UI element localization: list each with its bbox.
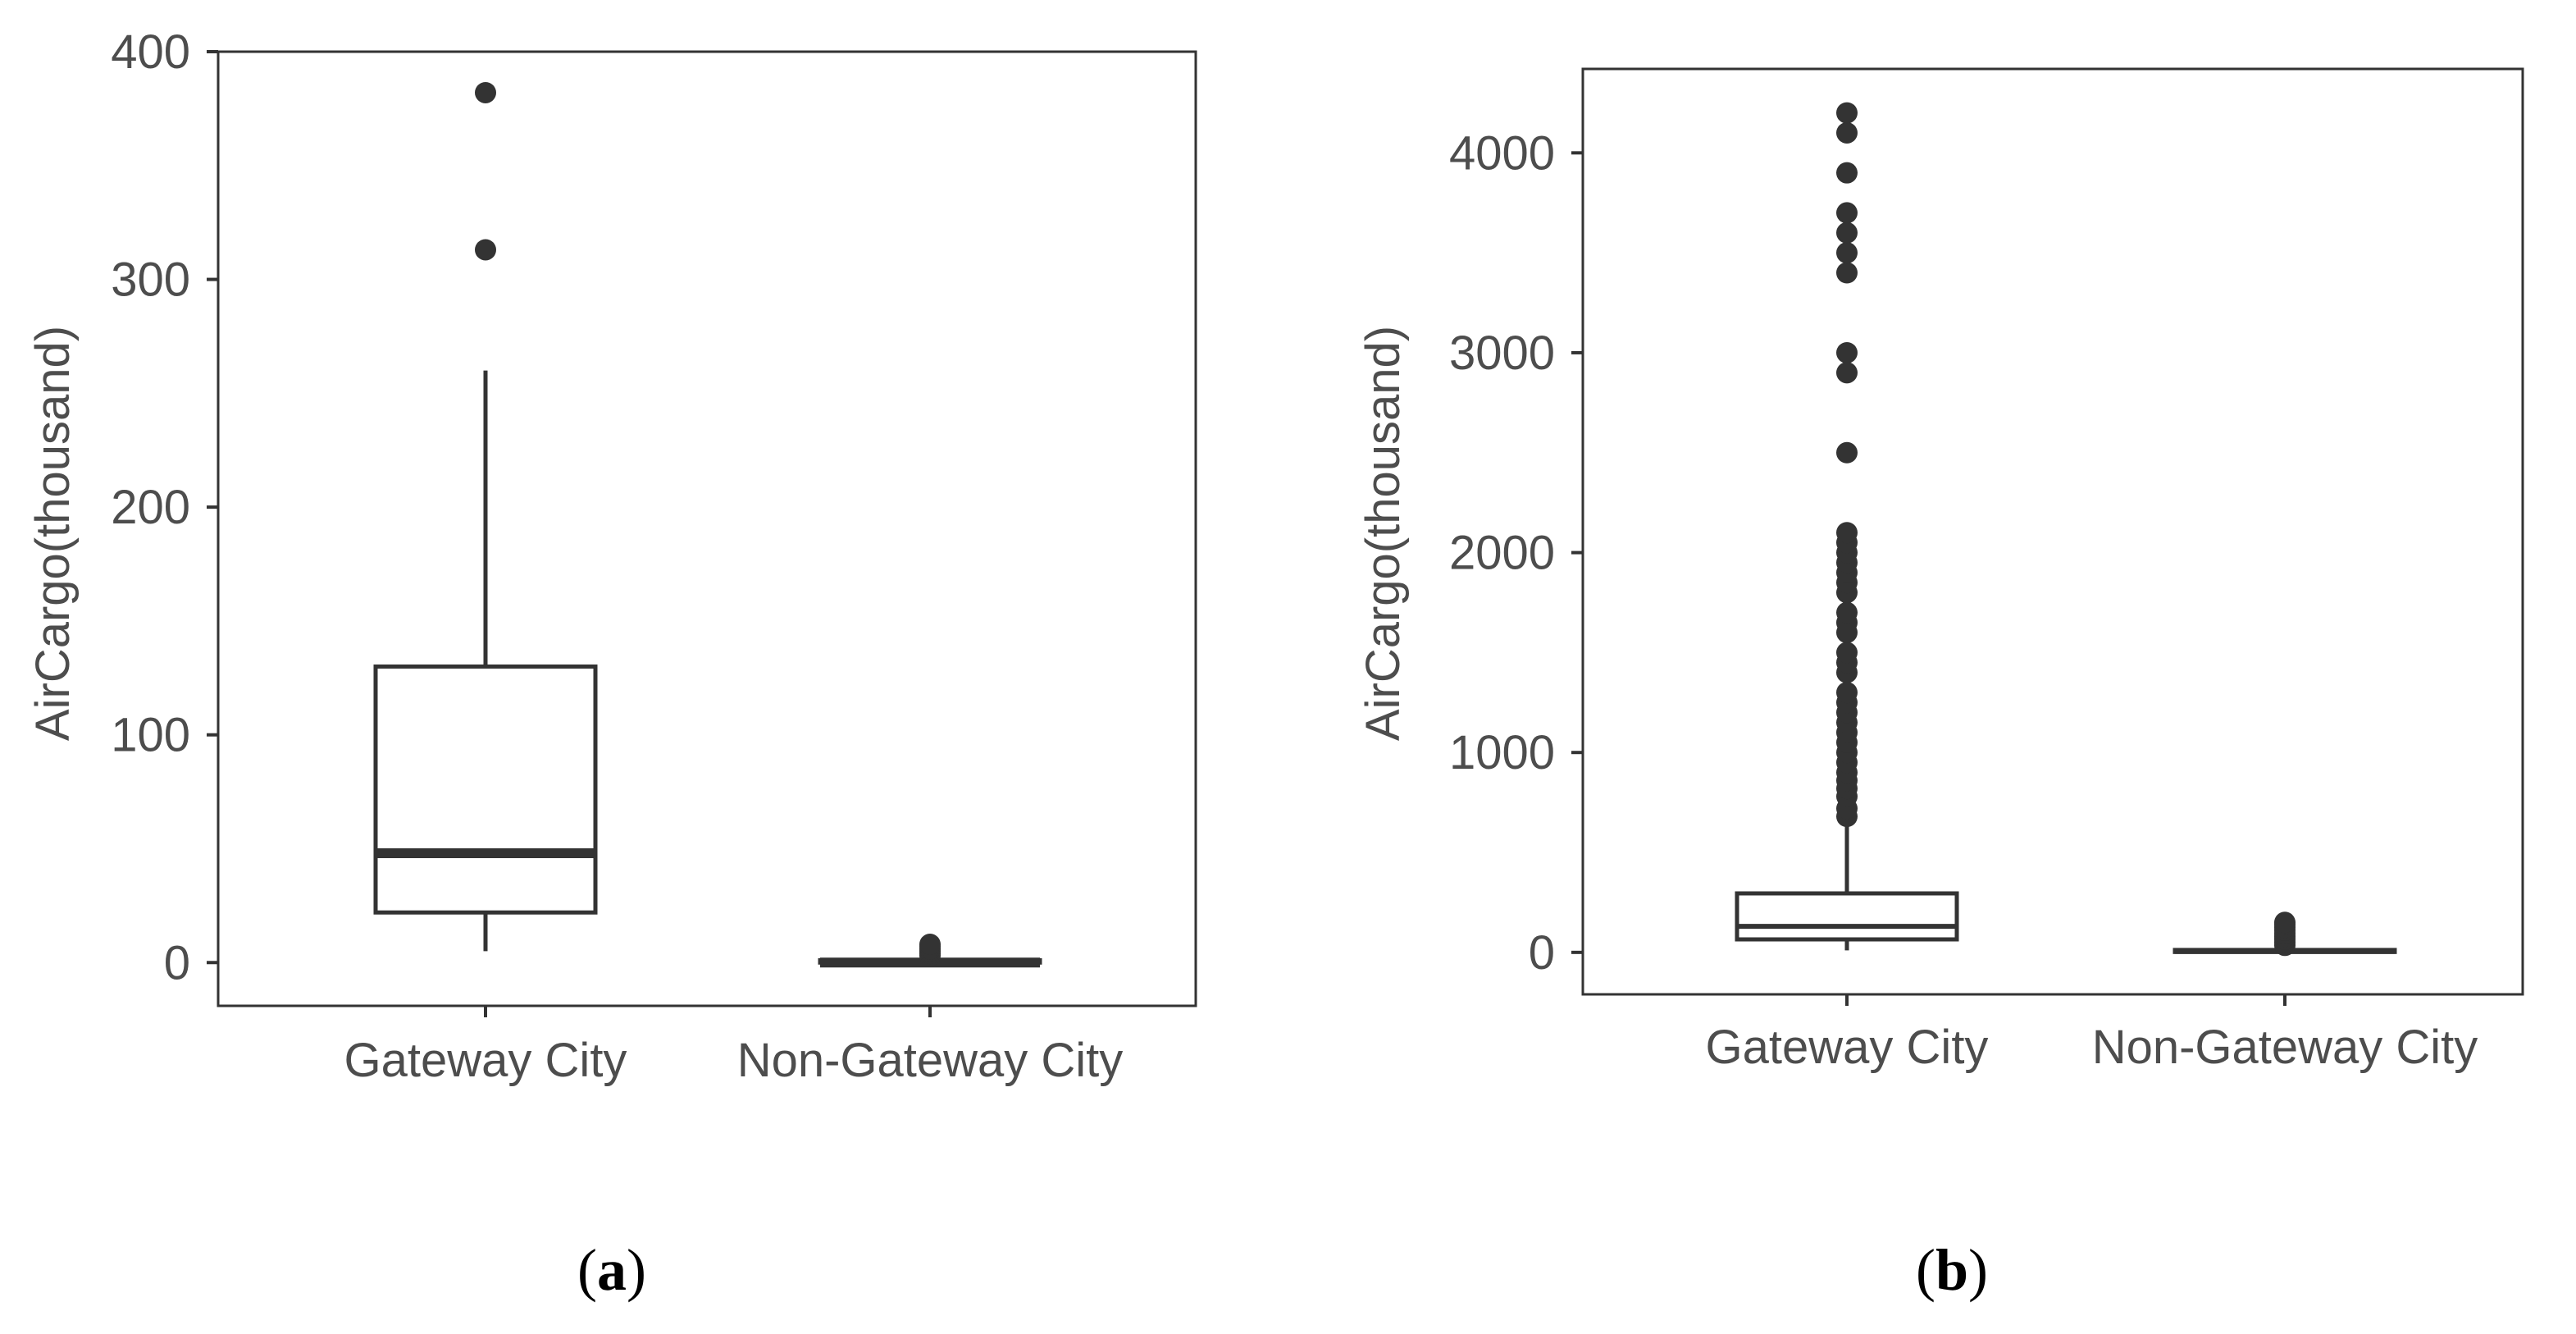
panel-b-gateway-city-outlier xyxy=(1836,102,1858,124)
panel-a-y-tick-label: 400 xyxy=(111,25,190,79)
panel-b-gateway-city-outlier xyxy=(1836,601,1858,624)
panel-b-y-tick-label: 1000 xyxy=(1449,726,1555,779)
panel-a-gateway-city-outlier xyxy=(475,239,496,261)
panel-b-gateway-city-outlier xyxy=(1836,522,1858,544)
panel-b-boxplot: AirCargo(thousand) 0 1000 2000 3000 4000 Gate… xyxy=(1356,67,2524,1074)
panel-b-gateway-city-outlier xyxy=(1836,162,1858,184)
panel-b-y-axis-title: AirCargo(thousand) xyxy=(1356,326,1410,741)
panel-b-y-tick-label: 0 xyxy=(1529,926,1555,980)
panel-a-y-tick-label: 100 xyxy=(111,709,190,762)
panel-b-gateway-city-outlier xyxy=(1836,202,1858,224)
panel-a-gateway-city-outlier xyxy=(475,81,496,103)
panel-b-plot-border xyxy=(1581,67,2524,996)
panel-b-x-tick-label: Non-Gateway City xyxy=(2092,1021,2478,1074)
panel-a-y-tick-label: 0 xyxy=(164,936,190,989)
panel-a-boxplot: AirCargo(thousand) 0 100 200 300 400 Gateway … xyxy=(26,25,1197,1087)
panel-b-gateway-city-outlier xyxy=(1836,362,1858,384)
panel-b-gateway-city-outlier xyxy=(1836,262,1858,284)
panel-a-caption: (a) xyxy=(577,1237,646,1303)
panel-a-y-axis-title: AirCargo(thousand) xyxy=(26,326,80,741)
panel-b-gateway-city-outlier xyxy=(1836,121,1858,144)
panel-a-y-tick-label: 300 xyxy=(111,254,190,307)
panel-a-caption-letter: a xyxy=(597,1237,627,1303)
panel-b-gateway-city-box xyxy=(1735,891,1959,942)
panel-b-caption: (b) xyxy=(1916,1237,1988,1303)
panel-a-x-tick-label: Non-Gateway City xyxy=(737,1034,1124,1087)
panel-b-gateway-city-outlier xyxy=(1836,682,1858,704)
panel-a-plot-border xyxy=(217,50,1197,1007)
panel-a-y-tick-label: 200 xyxy=(111,481,190,534)
panel-a-gateway-city-box xyxy=(373,664,598,915)
panel-b-y-tick-label: 3000 xyxy=(1449,327,1555,380)
panel-b-non-gateway-city-outlier xyxy=(2274,911,2296,934)
panel-a-non-gateway-city-outlier xyxy=(919,934,941,956)
panel-b-gateway-city-outlier xyxy=(1836,242,1858,264)
panel-b-gateway-city-outlier xyxy=(1836,441,1858,464)
panel-b-y-tick-label: 4000 xyxy=(1449,126,1555,180)
panel-b-gateway-city-outlier xyxy=(1836,642,1858,664)
panel-b-gateway-city-outlier xyxy=(1836,222,1858,244)
panel-b-x-tick-label: Gateway City xyxy=(1706,1021,1989,1074)
panel-b-caption-letter: b xyxy=(1935,1237,1968,1303)
panel-b-gateway-city-outlier xyxy=(1836,341,1858,363)
panel-b-y-tick-label: 2000 xyxy=(1449,527,1555,580)
panel-a-x-tick-label: Gateway City xyxy=(344,1034,627,1087)
